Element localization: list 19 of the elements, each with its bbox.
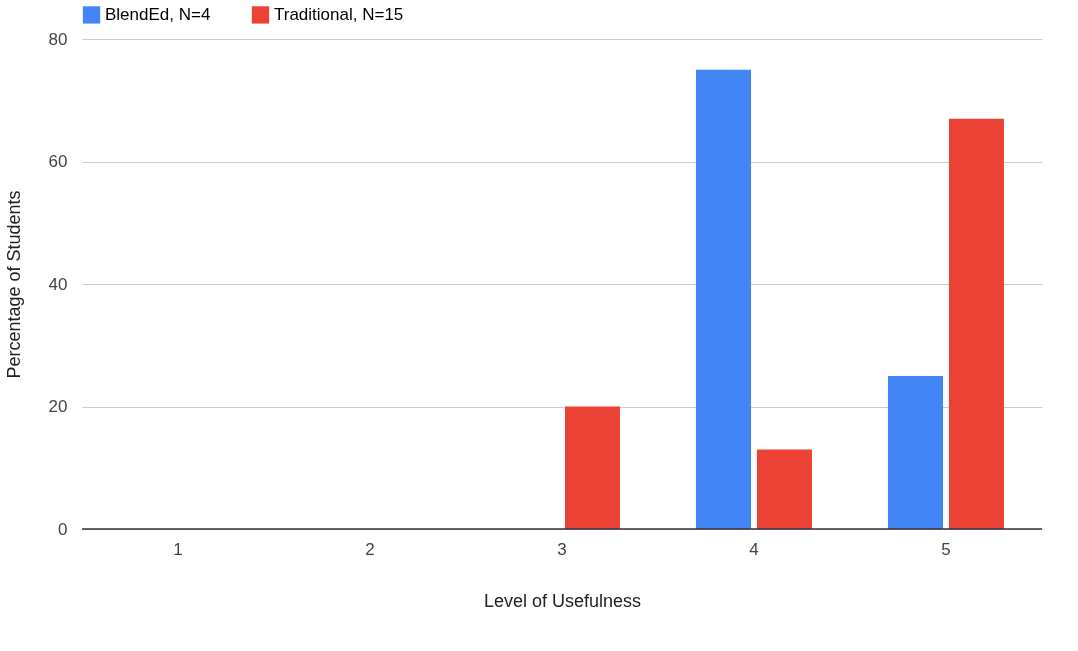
bar <box>696 69 752 529</box>
x-tick-label: 4 <box>749 539 759 559</box>
x-tick-label: 2 <box>365 539 375 559</box>
bar <box>888 375 944 529</box>
y-tick-label: 60 <box>48 152 68 171</box>
x-tick-label: 3 <box>557 539 567 559</box>
bar <box>948 118 1004 529</box>
bar <box>564 406 620 529</box>
y-tick-label: 80 <box>48 29 68 49</box>
bar <box>756 449 812 529</box>
legend-label: Traditional, N=15 <box>274 4 404 24</box>
legend-label: BlendEd, N=4 <box>105 4 211 24</box>
x-tick-label: 1 <box>173 539 183 559</box>
x-tick-label: 5 <box>941 539 951 559</box>
y-axis-title: Percentage of Students <box>3 190 24 379</box>
y-tick-label: 0 <box>58 519 68 539</box>
y-tick-label: 40 <box>48 274 68 294</box>
x-axis-title: Level of Usefulness <box>483 590 642 611</box>
y-tick-label: 20 <box>48 397 68 416</box>
